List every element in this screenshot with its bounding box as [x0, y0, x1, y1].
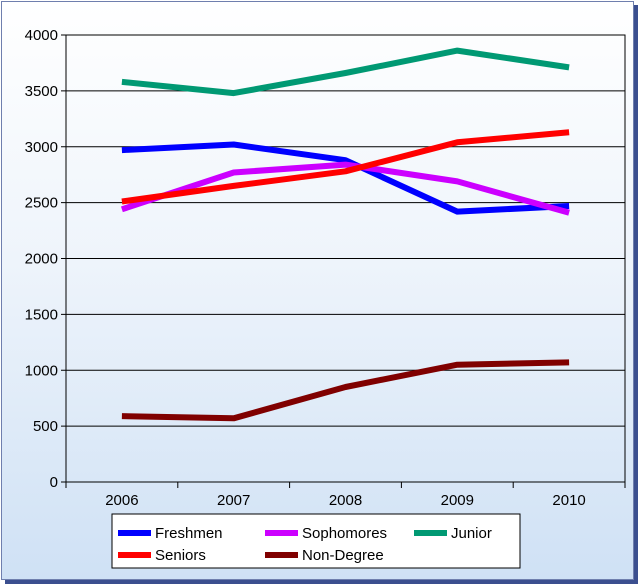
- y-tick-label: 3000: [25, 139, 58, 156]
- legend-label-sophomores: Sophomores: [302, 525, 387, 542]
- y-tick-label: 2500: [25, 195, 58, 212]
- y-tick-label: 500: [33, 418, 58, 435]
- series-line-freshmen: [121, 141, 570, 215]
- x-axis-ticks: 2006 2007 2008 2009 2010: [65, 482, 626, 509]
- legend-label-seniors: Seniors: [155, 547, 206, 564]
- series-line-seniors: [121, 129, 570, 205]
- x-tick-label: 2007: [217, 492, 250, 509]
- x-tick-label: 2008: [329, 492, 362, 509]
- y-axis-ticks: 0 500 1000 1500 2000 2500 3000 3500 4000: [25, 27, 66, 491]
- series-line-non-degree: [121, 359, 570, 422]
- series-lines: [120, 47, 570, 422]
- series-line-sophomores: [120, 161, 570, 216]
- legend-box: [111, 513, 521, 569]
- y-tick-label: 1500: [25, 306, 58, 323]
- chart-frame: 0 500 1000 1500 2000 2500 3000 3500 4000 2006 200…: [1, 1, 634, 580]
- x-tick-label: 2006: [105, 492, 138, 509]
- y-tick-label: 2000: [25, 251, 58, 268]
- x-tick-label: 2010: [552, 492, 585, 509]
- series-line-junior: [121, 47, 570, 97]
- y-tick-label: 1000: [25, 362, 58, 379]
- legend-label-non-degree: Non-Degree: [302, 547, 384, 564]
- legend-label-freshmen: Freshmen: [155, 525, 223, 542]
- y-tick-label: 3500: [25, 83, 58, 100]
- x-tick-label: 2009: [441, 492, 474, 509]
- grid-lines: [66, 90, 625, 427]
- legend-label-junior: Junior: [451, 525, 492, 542]
- y-tick-label: 4000: [25, 27, 58, 44]
- legend: Freshmen Sophomores Junior Seniors Non-Degre…: [111, 513, 521, 569]
- y-tick-label: 0: [50, 474, 58, 491]
